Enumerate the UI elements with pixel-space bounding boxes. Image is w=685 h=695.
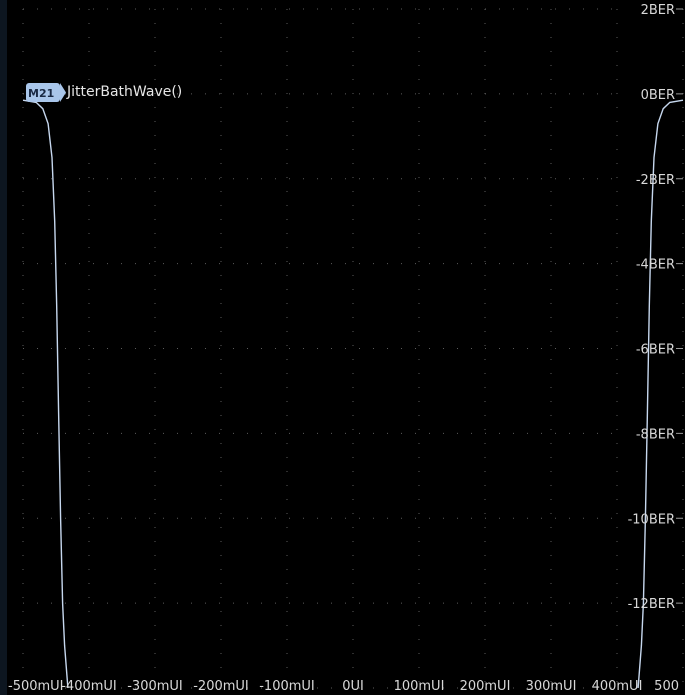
x-tick-label: 400mUI xyxy=(592,679,643,694)
marker-function-label: JitterBathWave() xyxy=(66,84,182,100)
x-axis-tick-labels: -500mUI-400mUI -300mUI -200mUI -100mUI 0UI 10… xyxy=(8,679,679,694)
x-tick-label: -500mUI xyxy=(8,679,64,694)
curves xyxy=(22,99,684,689)
x-tick-label: 200mUI xyxy=(460,679,511,694)
y-tick-label: -12BER xyxy=(628,597,675,612)
y-axis-tick-labels: 2BER 0BER -2BER -4BER -6BER -8BER -10BER -12BER xyxy=(628,3,683,612)
x-tick-label: -100mUI xyxy=(259,679,315,694)
marker-badge-arrow xyxy=(60,83,66,102)
x-tick-label: 300mUI xyxy=(526,679,577,694)
y-tick-label: 2BER xyxy=(641,3,675,18)
y-tick-label: -4BER xyxy=(636,258,675,273)
marker-badge-text: M21 xyxy=(28,87,54,100)
y-tick-label: -10BER xyxy=(628,512,675,527)
x-tick-label: -200mUI xyxy=(193,679,249,694)
x-tick-label: 500 xyxy=(654,679,679,694)
bathtub-curve-right xyxy=(637,99,684,689)
marker-badge[interactable] xyxy=(26,83,60,102)
x-tick-label: 0UI xyxy=(342,679,364,694)
y-tick-label: -8BER xyxy=(636,427,675,442)
y-tick-label: -6BER xyxy=(636,343,675,358)
x-tick-label: -400mUI xyxy=(61,679,117,694)
left-edge-bar xyxy=(0,0,7,695)
y-tick-label: 0BER xyxy=(641,88,675,103)
x-tick-label: 100mUI xyxy=(394,679,445,694)
marker-label[interactable]: M21 JitterBathWave() xyxy=(26,83,182,102)
y-tick-label: -2BER xyxy=(636,173,675,188)
x-tick-label: -300mUI xyxy=(127,679,183,694)
bathtub-curve-left xyxy=(22,99,69,689)
